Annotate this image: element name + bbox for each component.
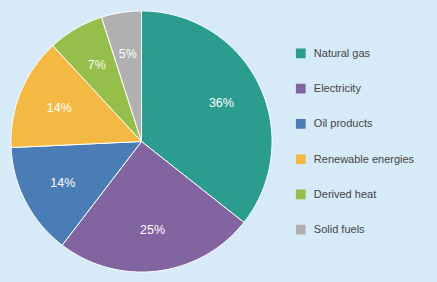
svg-text:Derived heat: Derived heat bbox=[314, 188, 376, 200]
svg-text:14%: 14% bbox=[50, 176, 75, 190]
svg-text:Solid fuels: Solid fuels bbox=[314, 223, 365, 235]
svg-text:Electricity: Electricity bbox=[314, 82, 362, 94]
svg-text:Renewable energies: Renewable energies bbox=[314, 153, 415, 165]
svg-text:5%: 5% bbox=[119, 47, 137, 61]
svg-text:36%: 36% bbox=[209, 96, 234, 110]
svg-text:14%: 14% bbox=[47, 101, 72, 115]
svg-text:Natural gas: Natural gas bbox=[314, 47, 371, 59]
svg-text:Oil products: Oil products bbox=[314, 117, 373, 129]
svg-text:7%: 7% bbox=[88, 58, 106, 72]
svg-text:25%: 25% bbox=[140, 223, 165, 237]
